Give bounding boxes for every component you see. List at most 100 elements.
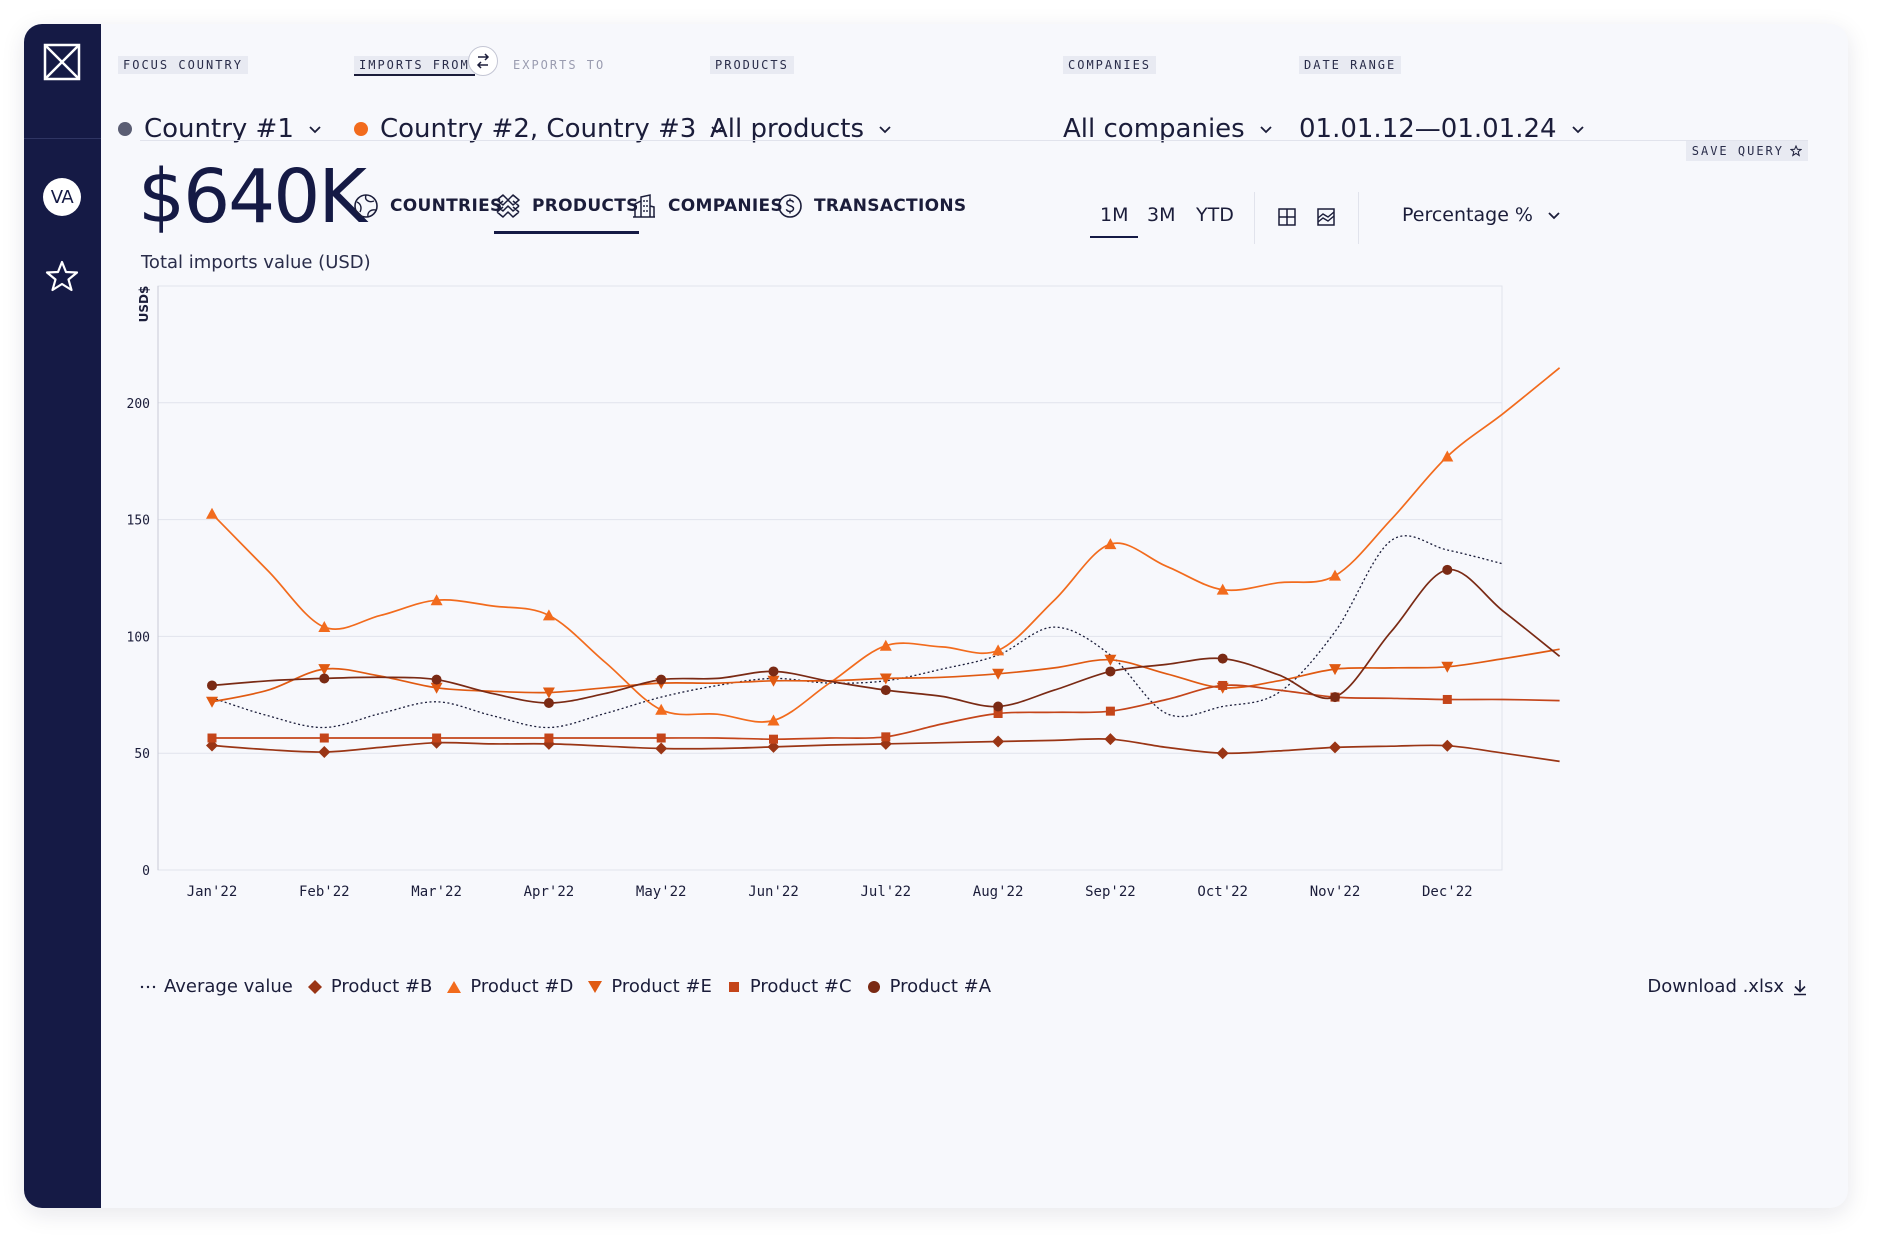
data-point	[1216, 583, 1229, 595]
tab-transactions-label: TRANSACTIONS	[814, 196, 967, 216]
focus-country-select[interactable]: Country #1	[118, 114, 322, 144]
globe-icon	[354, 194, 378, 218]
area-chart-view-icon[interactable]	[1315, 206, 1337, 228]
legend-item-product-d[interactable]: Product #D	[446, 976, 573, 997]
legend-item-product-e[interactable]: Product #E	[587, 976, 712, 997]
imports-from-value: Country #2, Country #3	[380, 114, 697, 144]
data-point	[1104, 733, 1117, 746]
data-point	[992, 668, 1005, 680]
products-label: PRODUCTS	[710, 56, 794, 74]
focus-country-filter[interactable]: FOCUS COUNTRY Country #1	[118, 54, 321, 144]
data-point	[207, 733, 217, 743]
legend-item-product-a[interactable]: Product #A	[866, 976, 991, 997]
data-point	[1104, 654, 1117, 666]
unit-select-value: Percentage %	[1402, 204, 1533, 226]
chevron-down-icon	[1548, 212, 1560, 220]
chevron-down-icon	[309, 126, 321, 134]
x-tick-label: Jan'22	[187, 884, 238, 900]
tab-products[interactable]: PRODUCTS	[494, 192, 639, 234]
download-xlsx-button[interactable]: Download .xlsx	[1647, 976, 1808, 997]
companies-filter[interactable]: COMPANIES All companies	[1063, 54, 1272, 144]
data-point	[1329, 741, 1341, 754]
unit-select[interactable]: Percentage %	[1402, 204, 1561, 226]
legend-item-product-c[interactable]: Product #C	[726, 976, 852, 997]
legend-item-product-b[interactable]: Product #B	[307, 976, 433, 997]
dashboard-card: VA FOCUS COUNTRY Country #1 IMPORTS FROM…	[24, 24, 1848, 1208]
tab-companies[interactable]: COMPANIES	[630, 192, 783, 220]
companies-select[interactable]: All companies	[1063, 114, 1273, 144]
data-point	[1104, 538, 1117, 550]
data-point	[206, 696, 218, 708]
date-range-filter[interactable]: DATE RANGE 01.01.12—01.01.24	[1299, 54, 1584, 144]
range-ytd-button[interactable]: YTD	[1196, 204, 1234, 226]
data-point	[1441, 739, 1454, 752]
imports-from-tab[interactable]: IMPORTS FROM	[354, 56, 475, 76]
data-point	[544, 733, 554, 743]
toolbar-divider	[1358, 192, 1359, 244]
data-point	[1105, 706, 1115, 716]
avatar[interactable]: VA	[43, 178, 81, 216]
data-point	[1441, 450, 1454, 462]
data-point	[768, 666, 779, 677]
chevron-down-icon	[1571, 126, 1584, 134]
products-select[interactable]: All products	[710, 114, 892, 144]
triangle-up-marker-icon	[447, 980, 462, 993]
exports-to-tab[interactable]: EXPORTS TO	[513, 58, 606, 72]
chart-legend: Average value Product #B Product #D Prod…	[140, 976, 1005, 997]
x-box-logo-icon[interactable]	[43, 43, 81, 81]
data-point	[318, 664, 331, 676]
x-tick-label: Sep'22	[1085, 884, 1136, 900]
save-query-label: SAVE QUERY	[1691, 144, 1784, 158]
swap-direction-icon[interactable]	[468, 46, 498, 76]
series-line	[211, 367, 1561, 723]
data-point	[655, 742, 668, 755]
dollar-circle-icon	[778, 194, 802, 218]
y-tick-label: 200	[127, 397, 150, 412]
tab-countries[interactable]: COUNTRIES	[352, 192, 503, 220]
date-range-label: DATE RANGE	[1299, 56, 1402, 74]
range-3m-button[interactable]: 3M	[1147, 204, 1176, 226]
data-point	[879, 673, 892, 685]
legend-item-average[interactable]: Average value	[140, 976, 293, 997]
products-filter[interactable]: PRODUCTS All products	[710, 54, 891, 144]
focus-country-label: FOCUS COUNTRY	[118, 56, 248, 74]
save-query-button[interactable]: SAVE QUERY	[1685, 141, 1808, 161]
x-tick-label: Jun'22	[748, 884, 799, 900]
date-range-select[interactable]: 01.01.12—01.01.24	[1299, 114, 1585, 144]
data-point	[769, 734, 778, 744]
chevron-down-icon	[879, 126, 891, 134]
legend-label: Average value	[164, 976, 293, 997]
data-point	[993, 701, 1004, 712]
sidebar-divider	[24, 138, 101, 139]
data-point	[656, 674, 667, 685]
data-point	[430, 594, 443, 606]
imports-from-filter[interactable]: IMPORTS FROM Country #2, Country #3	[354, 54, 723, 144]
data-point	[542, 687, 555, 699]
data-point	[767, 675, 780, 687]
legend-label: Product #E	[611, 976, 712, 997]
data-point	[206, 507, 218, 519]
x-tick-label: Dec'22	[1422, 884, 1473, 900]
download-label: Download .xlsx	[1647, 976, 1784, 997]
table-view-icon[interactable]	[1276, 206, 1298, 228]
data-point	[992, 735, 1005, 748]
tab-transactions[interactable]: TRANSACTIONS	[776, 192, 966, 220]
imports-from-select[interactable]: Country #2, Country #3	[354, 114, 724, 144]
star-icon[interactable]	[44, 258, 80, 294]
sidebar: VA	[24, 24, 101, 1208]
building-icon	[633, 194, 655, 218]
tab-products-label: PRODUCTS	[532, 196, 639, 216]
exports-to-filter[interactable]: EXPORTS TO	[508, 54, 610, 74]
country-dot-icon	[118, 122, 132, 136]
data-point	[993, 708, 1003, 718]
tab-companies-label: COMPANIES	[668, 196, 784, 216]
y-tick-label: 150	[127, 514, 150, 529]
range-1m-button[interactable]: 1M	[1089, 204, 1140, 238]
x-tick-label: May'22	[636, 884, 687, 900]
header-divider	[140, 140, 1808, 141]
y-tick-label: 100	[127, 630, 150, 645]
tab-countries-label: COUNTRIES	[390, 196, 503, 216]
data-point	[319, 673, 330, 684]
legend-label: Product #B	[330, 976, 433, 997]
x-tick-label: Feb'22	[299, 884, 350, 900]
